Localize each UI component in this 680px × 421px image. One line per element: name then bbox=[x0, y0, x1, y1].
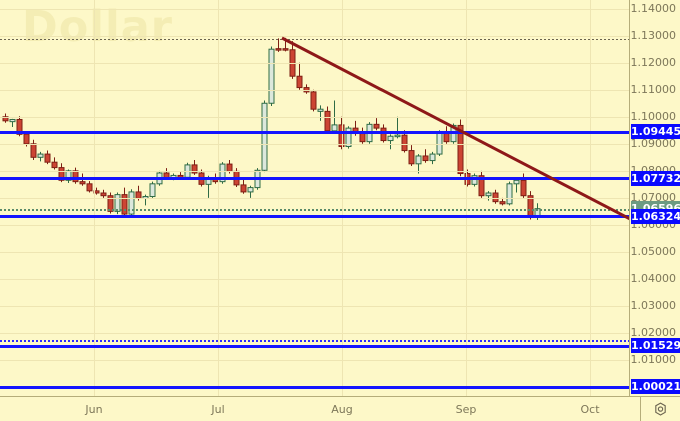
chart-plot-area[interactable]: Dollar bbox=[0, 0, 629, 396]
grid-line-vertical bbox=[218, 0, 219, 396]
time-axis[interactable]: Jun Jul Aug Sep Oct bbox=[0, 396, 640, 421]
candlestick bbox=[492, 189, 499, 204]
price-level-line[interactable] bbox=[0, 215, 629, 219]
price-axis-tick: 1.13000 bbox=[630, 29, 677, 42]
price-axis-tick: 1.09000 bbox=[630, 137, 677, 150]
candlestick bbox=[72, 167, 79, 184]
candlestick bbox=[478, 170, 485, 198]
grid-line-horizontal bbox=[0, 36, 629, 37]
descending-trendline[interactable] bbox=[281, 36, 629, 221]
candlestick bbox=[268, 46, 275, 106]
price-axis-tick: 1.14000 bbox=[630, 2, 677, 15]
candlestick bbox=[415, 154, 422, 174]
price-axis-tick: 1.01000 bbox=[630, 353, 677, 366]
trendline-layer bbox=[281, 36, 629, 221]
candlestick bbox=[37, 151, 44, 162]
candlestick bbox=[506, 181, 513, 206]
price-axis-tick: 1.05000 bbox=[630, 245, 677, 258]
candlestick bbox=[303, 84, 310, 94]
grid-line-horizontal bbox=[0, 306, 629, 307]
time-axis-tick: Jul bbox=[211, 403, 225, 416]
price-level-label[interactable]: 1.09445 bbox=[631, 124, 680, 140]
price-level-line[interactable] bbox=[0, 339, 629, 342]
price-level-line[interactable] bbox=[0, 208, 629, 211]
grid-line-horizontal bbox=[0, 171, 629, 172]
candlestick-series bbox=[2, 37, 541, 221]
candlestick bbox=[86, 181, 93, 193]
grid-line-horizontal bbox=[0, 333, 629, 334]
price-axis-tick: 1.11000 bbox=[630, 83, 677, 96]
price-level-label[interactable]: 1.06324 bbox=[631, 208, 680, 224]
candlestick bbox=[408, 145, 415, 166]
price-axis-tick: 1.04000 bbox=[630, 272, 677, 285]
candlestick bbox=[387, 134, 394, 150]
candlestick bbox=[429, 151, 436, 165]
candlestick bbox=[310, 89, 317, 112]
grid-line-horizontal bbox=[0, 90, 629, 91]
chart-settings-button[interactable] bbox=[640, 396, 680, 421]
price-axis-tick: 1.02000 bbox=[630, 326, 677, 339]
candlestick bbox=[23, 131, 30, 147]
grid-line-horizontal bbox=[0, 252, 629, 253]
candlestick bbox=[289, 41, 296, 79]
grid-line-vertical bbox=[342, 0, 343, 396]
candlestick bbox=[247, 185, 254, 198]
candlestick bbox=[394, 116, 401, 139]
time-axis-tick: Jun bbox=[85, 403, 103, 416]
candlestick bbox=[401, 130, 408, 153]
chart-watermark: Dollar bbox=[22, 2, 173, 52]
price-level-label[interactable]: 1.01529 bbox=[631, 338, 680, 354]
gear-icon bbox=[655, 401, 666, 416]
candlestick bbox=[422, 149, 429, 163]
candlestick bbox=[44, 150, 51, 165]
grid-line-horizontal bbox=[0, 225, 629, 226]
candlestick bbox=[499, 197, 506, 206]
candlestick bbox=[191, 160, 198, 175]
candlestick bbox=[275, 38, 282, 52]
price-level-line[interactable] bbox=[0, 39, 629, 41]
price-axis-tick: 1.03000 bbox=[630, 299, 677, 312]
price-level-line[interactable] bbox=[0, 130, 629, 134]
candlestick bbox=[457, 119, 464, 177]
candlestick bbox=[261, 100, 268, 173]
candlestick bbox=[100, 189, 107, 198]
price-axis-tick: 1.07000 bbox=[630, 191, 677, 204]
time-axis-tick: Aug bbox=[331, 403, 353, 416]
candlestick bbox=[2, 113, 9, 123]
candlestick bbox=[51, 157, 58, 170]
time-axis-tick: Oct bbox=[580, 403, 600, 416]
candlestick bbox=[317, 105, 324, 121]
candlestick bbox=[121, 187, 128, 217]
price-axis-tick: 1.10000 bbox=[630, 110, 677, 123]
candlestick bbox=[296, 62, 303, 90]
grid-line-horizontal bbox=[0, 63, 629, 64]
grid-line-horizontal bbox=[0, 198, 629, 199]
grid-line-horizontal bbox=[0, 117, 629, 118]
price-axis[interactable]: 1.14000 1.13000 1.12000 1.11000 1.10000 1.090… bbox=[629, 0, 680, 396]
grid-line-horizontal bbox=[0, 9, 629, 10]
price-level-label[interactable]: 1.00021 bbox=[631, 379, 680, 394]
candlestick bbox=[240, 179, 247, 194]
price-level-line[interactable] bbox=[0, 344, 629, 348]
candlestick bbox=[128, 189, 135, 217]
candlestick bbox=[9, 118, 16, 128]
grid-line-horizontal bbox=[0, 144, 629, 145]
candlestick bbox=[513, 178, 520, 193]
price-level-label[interactable]: 1.07732 bbox=[631, 170, 680, 186]
grid-line-vertical bbox=[94, 0, 95, 396]
price-axis-tick: 1.12000 bbox=[630, 56, 677, 69]
price-level-line[interactable] bbox=[0, 385, 629, 389]
candlestick bbox=[149, 181, 156, 198]
candlestick bbox=[30, 139, 37, 161]
grid-line-vertical bbox=[466, 0, 467, 396]
grid-line-horizontal bbox=[0, 279, 629, 280]
grid-line-horizontal bbox=[0, 360, 629, 361]
candlestick bbox=[219, 162, 226, 184]
price-level-line[interactable] bbox=[0, 177, 629, 181]
time-axis-tick: Sep bbox=[455, 403, 477, 416]
candlestick bbox=[373, 118, 380, 131]
